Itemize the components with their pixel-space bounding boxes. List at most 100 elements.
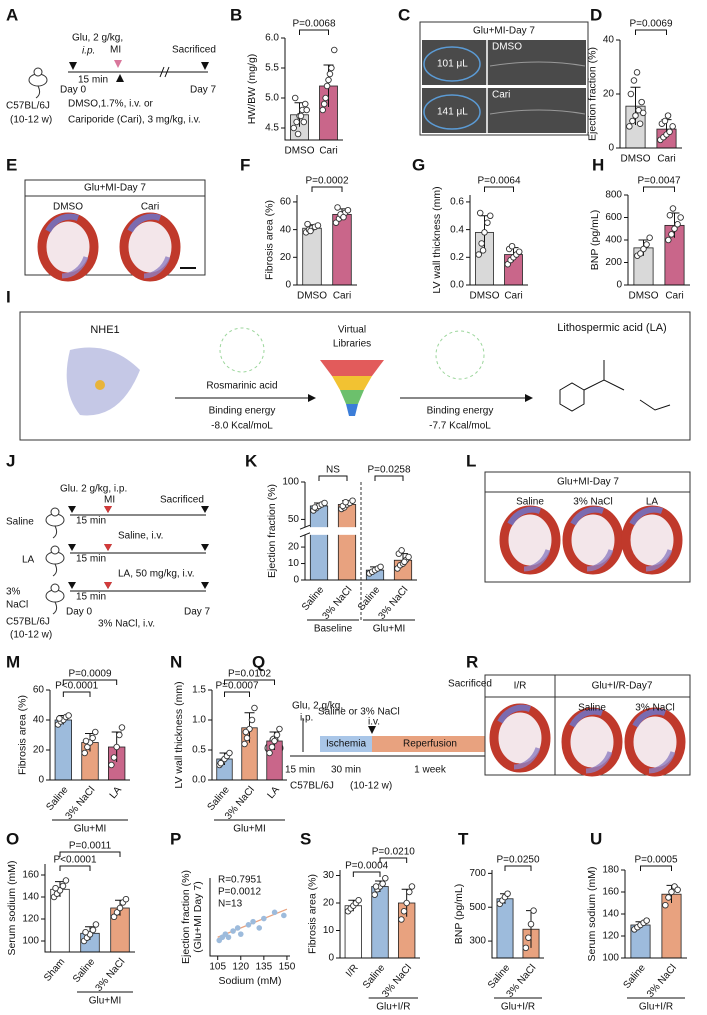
- diagram-label: 101 μL: [437, 59, 468, 70]
- group-label: Glu+MI: [89, 996, 122, 1007]
- diagram-label: Binding energy: [427, 406, 494, 417]
- diagram-label: i.v.: [368, 717, 380, 728]
- diagram-label: Day 7: [190, 85, 217, 96]
- x-tick-label: Saline: [71, 956, 98, 985]
- comparison-label: P<0.0001: [53, 855, 97, 866]
- data-point: [226, 749, 233, 757]
- data-point: [116, 904, 124, 912]
- data-point: [630, 77, 638, 84]
- annotation: P=0.0012: [218, 887, 262, 898]
- data-point: [331, 46, 338, 54]
- data-point: [281, 912, 287, 919]
- diagram-label: 15 min: [76, 592, 106, 603]
- heart-section: [566, 712, 618, 772]
- data-point: [508, 242, 516, 250]
- panel-letter: F: [240, 155, 250, 174]
- data-point: [377, 563, 384, 571]
- data-point: [643, 917, 650, 924]
- y-tick-label: 120: [602, 931, 619, 942]
- diagram-label: Glu+I/R-Day7: [592, 681, 653, 692]
- ischemia-bar: [320, 736, 372, 752]
- marker: [69, 62, 77, 70]
- data-point: [81, 749, 88, 757]
- data-point: [669, 205, 677, 212]
- marker: [104, 506, 112, 589]
- diagram-label: Reperfusion: [403, 739, 457, 750]
- diagram-label: Cari: [492, 90, 510, 101]
- arrowhead: [525, 394, 533, 402]
- y-tick-label: 20: [288, 542, 300, 553]
- data-point: [401, 558, 408, 566]
- data-point: [248, 716, 256, 724]
- group-label: Glu+MI: [373, 624, 406, 635]
- data-point: [326, 70, 334, 78]
- data-point: [478, 240, 485, 247]
- diagram-label: i.p.: [82, 46, 95, 57]
- comparison-bracket: [59, 865, 91, 871]
- funnel: [320, 360, 384, 376]
- diagram-label: Rosmarinic acid: [206, 381, 277, 392]
- x-tick-label: 105: [209, 962, 226, 973]
- comparison-bracket: [318, 475, 348, 481]
- y-tick-label: 600: [605, 212, 622, 223]
- data-point: [304, 220, 311, 228]
- data-point: [237, 931, 244, 937]
- data-point: [82, 737, 90, 745]
- axis-break-gap: [299, 527, 417, 535]
- comparison-bracket: [352, 871, 381, 877]
- diagram-label: Glu+MI-Day 7: [557, 477, 619, 488]
- data-point: [56, 715, 63, 722]
- y-axis: [491, 870, 544, 959]
- group-label: Glu+MI: [74, 824, 107, 835]
- y-tick-label: 10: [288, 558, 300, 569]
- y-axis-label: Ejection fraction (%): [266, 484, 278, 578]
- diagram-label: C57BL/6J: [6, 617, 50, 628]
- diagram-label: LA: [22, 555, 35, 566]
- data-point: [242, 728, 250, 736]
- mouse-icon: [45, 507, 65, 539]
- comparison-bracket: [643, 186, 675, 192]
- data-point: [300, 118, 308, 126]
- data-point: [325, 76, 332, 84]
- heart-section: [629, 712, 681, 772]
- group-label: Baseline: [314, 624, 353, 635]
- y-axis-label: LV wall thickness (mm): [431, 186, 443, 293]
- diagram-label: 3% NaCl, i.v.: [98, 619, 155, 630]
- diagram-label: Saline: [6, 517, 34, 528]
- y-tick-label: 160: [602, 887, 619, 898]
- y-tick-label: 300: [469, 936, 486, 947]
- y-axis: [469, 195, 528, 286]
- panel-letter: S: [300, 829, 311, 848]
- data-point: [530, 907, 537, 914]
- y-tick-label: 200: [605, 257, 622, 268]
- y-tick-label: 30: [323, 870, 335, 881]
- data-point: [297, 112, 305, 120]
- data-point: [629, 117, 636, 125]
- diagram-label: 3%: [6, 587, 21, 598]
- panel-letter: D: [590, 5, 602, 24]
- comparison-label: P<0.0001: [55, 681, 99, 692]
- data-point: [89, 734, 96, 742]
- x-tick-label: DMSO: [629, 291, 659, 302]
- comparison-bracket: [379, 857, 408, 863]
- data-point: [476, 209, 484, 217]
- data-point: [632, 112, 639, 119]
- mouse-icon: [45, 583, 65, 615]
- data-point: [355, 897, 362, 904]
- x-tick-label: 135: [256, 962, 273, 973]
- diagram-label: DMSO: [492, 42, 522, 53]
- diagram-label: i.p.: [300, 713, 313, 724]
- data-point: [108, 761, 115, 769]
- x-tick-label: 3% NaCl: [321, 585, 355, 622]
- y-tick-label: 100: [282, 477, 299, 488]
- x-tick-label: Saline: [44, 784, 71, 813]
- data-point: [626, 123, 633, 130]
- diagram-label: 15 min: [76, 516, 106, 527]
- x-tick-label: 3% NaCl: [94, 957, 128, 994]
- mouse-icon: [28, 67, 48, 99]
- data-point: [635, 106, 642, 114]
- y-tick-label: 100: [22, 936, 39, 947]
- y-tick-label: 120: [22, 914, 39, 925]
- y-tick-label: 140: [22, 892, 39, 903]
